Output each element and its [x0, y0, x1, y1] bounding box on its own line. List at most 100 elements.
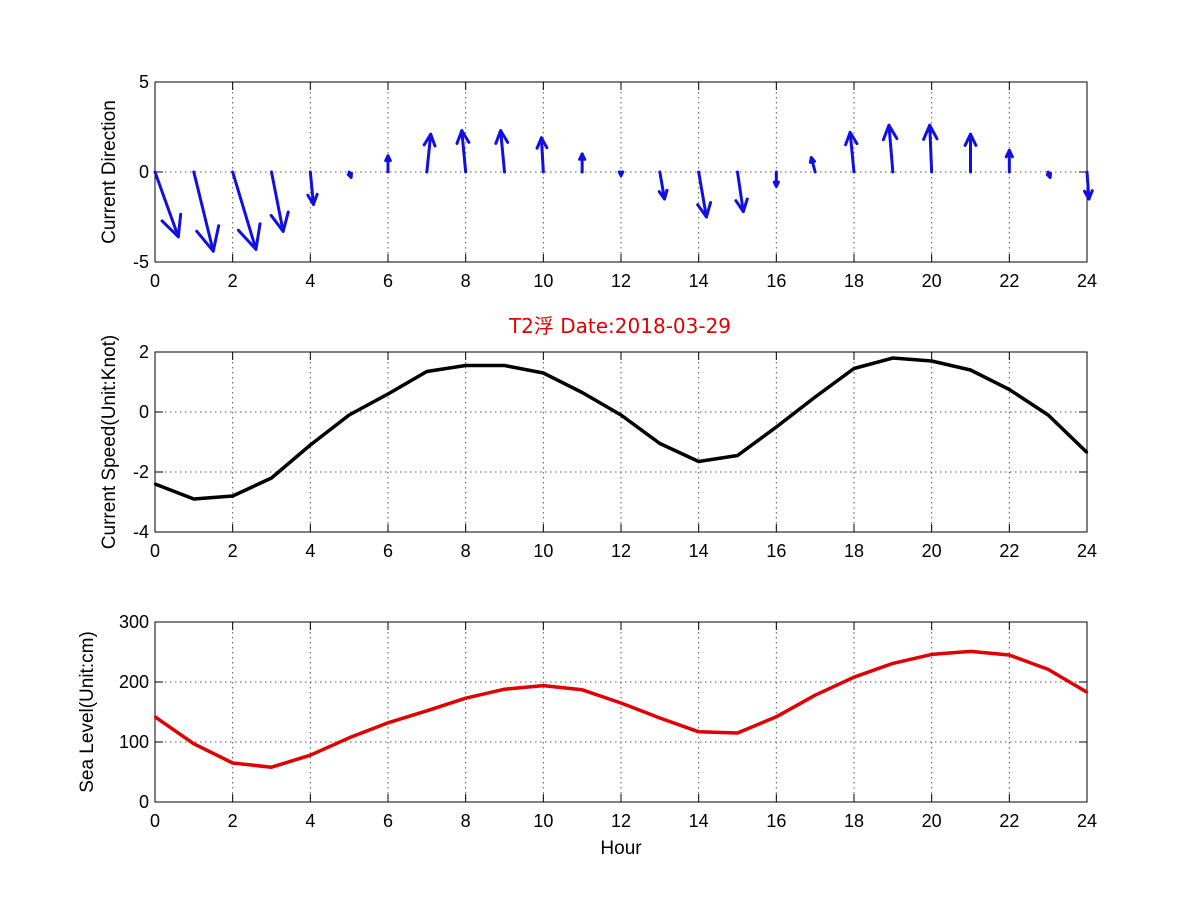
y-tick-label: 200 — [119, 672, 149, 692]
x-tick-label: 6 — [383, 811, 393, 831]
x-tick-label: 20 — [922, 271, 942, 291]
data-point — [1046, 668, 1050, 671]
data-point — [1008, 653, 1011, 657]
data-point — [309, 754, 312, 757]
data-point — [270, 766, 273, 769]
data-point — [542, 371, 545, 375]
x-axis-label: Hour — [600, 838, 642, 859]
current-arrow — [269, 170, 290, 233]
y-tick-label: 0 — [139, 162, 149, 182]
current-arrow — [696, 170, 713, 219]
x-tick-label: 14 — [689, 811, 709, 831]
x-tick-label: 22 — [999, 541, 1019, 561]
data-point — [1085, 451, 1089, 454]
y-axis-label: Current Speed(Unit:Knot) — [99, 335, 120, 549]
current-arrow — [346, 170, 354, 179]
data-point — [736, 731, 739, 735]
data-point — [192, 742, 196, 745]
data-point — [386, 392, 390, 396]
y-tick-label: 2 — [139, 342, 149, 362]
current-arrow — [734, 170, 749, 214]
figure-title: T2浮 Date:2018-03-29 — [508, 314, 731, 338]
data-point — [309, 443, 312, 447]
data-point — [464, 697, 467, 700]
current-arrow — [844, 130, 859, 174]
data-point — [542, 684, 545, 687]
current-arrow — [881, 123, 899, 174]
data-point — [1046, 413, 1050, 417]
x-tick-label: 14 — [689, 271, 709, 291]
x-tick-label: 4 — [305, 541, 315, 561]
x-tick-label: 4 — [305, 811, 315, 831]
x-tick-label: 2 — [228, 811, 238, 831]
data-point — [619, 701, 623, 705]
x-tick-label: 4 — [305, 271, 315, 291]
y-tick-label: 0 — [139, 402, 149, 422]
x-tick-label: 6 — [383, 541, 393, 561]
current-arrow — [1082, 170, 1094, 201]
x-tick-label: 20 — [922, 811, 942, 831]
current-arrow — [422, 132, 437, 174]
x-tick-label: 10 — [533, 271, 553, 291]
current-arrow — [455, 129, 471, 174]
data-point — [425, 370, 429, 373]
x-tick-label: 22 — [999, 811, 1019, 831]
data-point — [347, 736, 351, 739]
data-point — [1085, 691, 1089, 694]
current-arrow — [578, 152, 587, 174]
x-tick-label: 18 — [844, 541, 864, 561]
x-tick-label: 24 — [1077, 811, 1097, 831]
x-tick-label: 20 — [922, 541, 942, 561]
current-arrow — [306, 170, 319, 206]
data-point — [270, 476, 273, 480]
y-tick-label: 300 — [119, 612, 149, 632]
data-point — [852, 676, 856, 679]
data-point — [930, 653, 933, 656]
data-point — [930, 359, 933, 363]
x-tick-label: 24 — [1077, 541, 1097, 561]
current-arrow — [231, 170, 262, 251]
data-point — [192, 497, 196, 501]
data-point — [813, 395, 817, 399]
y-axis-label: Sea Level(Unit:cm) — [77, 631, 98, 793]
data-point — [386, 721, 390, 724]
data-point — [619, 413, 623, 417]
x-tick-label: 16 — [766, 811, 786, 831]
y-tick-label: -5 — [133, 252, 149, 272]
data-point — [503, 364, 506, 367]
data-point — [775, 715, 778, 718]
x-tick-label: 8 — [461, 271, 471, 291]
y-axis-label: Current Direction — [99, 100, 120, 244]
x-tick-label: 6 — [383, 271, 393, 291]
series-line-sea-level — [154, 649, 1088, 769]
x-tick-label: 24 — [1077, 271, 1097, 291]
x-tick-label: 14 — [689, 541, 709, 561]
data-point — [736, 454, 739, 457]
data-point — [503, 688, 506, 691]
x-tick-label: 10 — [533, 541, 553, 561]
current-arrow — [772, 170, 780, 188]
data-point — [969, 368, 972, 372]
data-point — [891, 356, 895, 360]
data-point — [231, 761, 234, 765]
data-point — [347, 413, 351, 417]
x-tick-label: 18 — [844, 271, 864, 291]
data-point — [813, 694, 817, 697]
x-tick-label: 16 — [766, 271, 786, 291]
current-arrow — [963, 132, 978, 174]
x-tick-label: 2 — [228, 541, 238, 561]
data-point — [231, 494, 234, 498]
data-point — [425, 709, 429, 712]
y-tick-label: -2 — [133, 462, 149, 482]
data-point — [697, 730, 700, 733]
data-point — [464, 364, 467, 367]
data-point — [697, 460, 700, 463]
x-tick-label: 18 — [844, 811, 864, 831]
x-tick-label: 12 — [611, 541, 631, 561]
data-point — [153, 715, 157, 718]
y-tick-label: 100 — [119, 732, 149, 752]
x-tick-label: 0 — [150, 811, 160, 831]
data-point — [580, 391, 584, 394]
